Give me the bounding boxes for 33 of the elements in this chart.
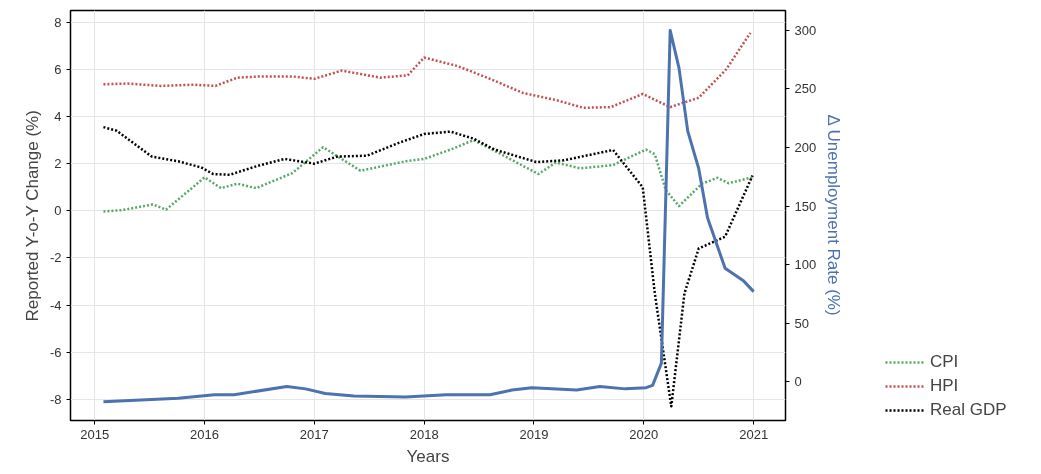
y2-tick-label: 250 [794, 81, 817, 97]
y2-tick-label: 100 [794, 257, 817, 273]
x-tick-label: 2016 [190, 426, 219, 442]
x-tick-label: 2020 [629, 426, 659, 442]
x-tick-label: 2021 [739, 426, 769, 442]
x-axis-title: Years [406, 446, 450, 466]
line-series [102, 31, 752, 110]
y-tick-label: -6 [49, 344, 62, 360]
y-tick-label: -8 [49, 391, 62, 407]
x-tick-label: 2015 [80, 426, 110, 442]
y2-tick-label: 0 [794, 374, 802, 390]
y2-tick-label: 300 [794, 22, 817, 38]
legend-label: HPI [930, 376, 959, 396]
y2-tick-label: 50 [794, 315, 809, 331]
y-tick-label: 4 [54, 109, 62, 125]
line-series [102, 138, 754, 213]
y-tick-label: 6 [54, 61, 62, 77]
line-series [101, 28, 756, 404]
y2-axis-title: Δ Unemployment Rate (%) [824, 114, 844, 316]
line-series [102, 125, 754, 408]
y2-tick-label: 200 [794, 140, 817, 156]
y-tick-label: -4 [49, 297, 62, 313]
y-tick-label: -2 [49, 250, 62, 266]
x-tick-label: 2017 [299, 426, 329, 442]
y-tick-label: 8 [54, 14, 62, 30]
y-tick-label: 2 [54, 156, 62, 172]
x-tick-label: 2018 [409, 426, 439, 442]
legend-label: Real GDP [930, 400, 1007, 420]
y-tick-label: 0 [54, 203, 62, 219]
y2-tick-label: 150 [794, 198, 817, 214]
x-tick-label: 2019 [519, 426, 549, 442]
legend-label: CPI [930, 352, 959, 372]
y-axis-title: Reported Y-o-Y Change (%) [22, 110, 42, 322]
